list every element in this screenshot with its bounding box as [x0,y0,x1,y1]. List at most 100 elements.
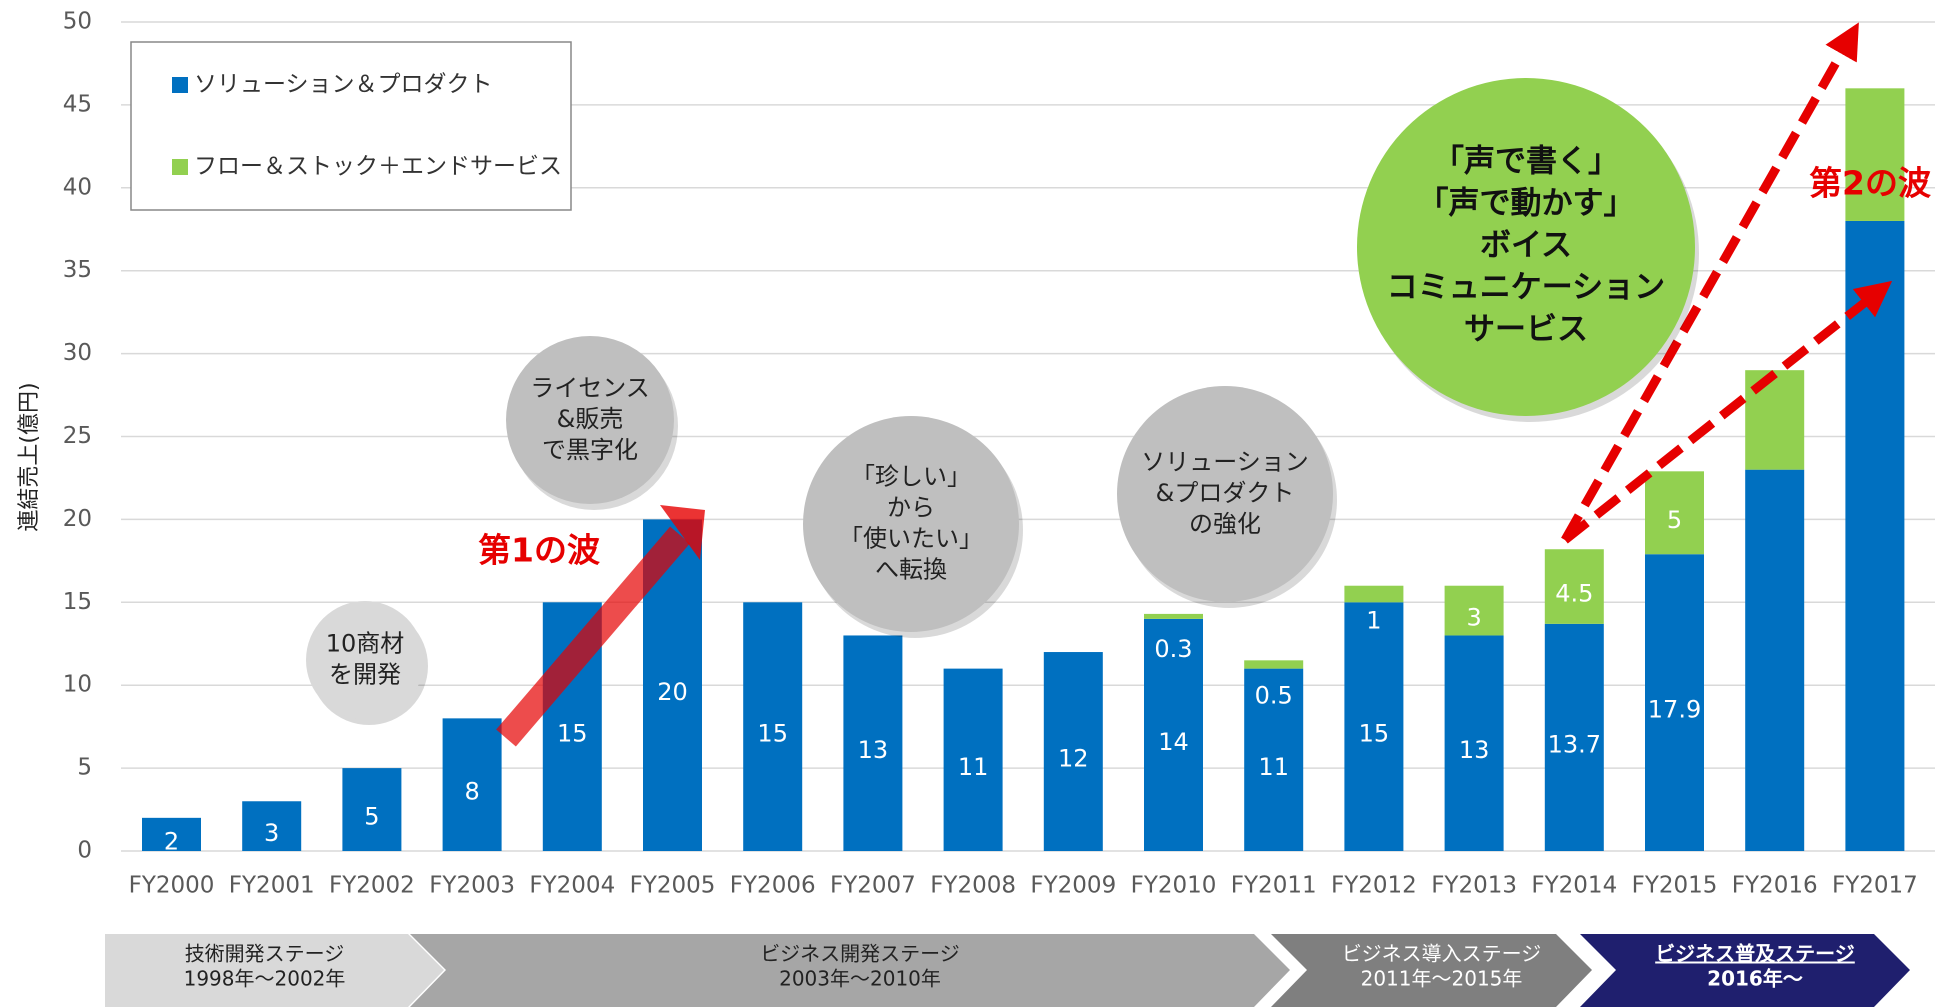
value-label: 13 [858,736,889,764]
value-label: 13 [1459,736,1490,764]
stage-chevron [1580,934,1910,1007]
bar-segment [442,718,502,851]
annotation-text: の強化 [1189,510,1261,538]
stage-period: 2016年～ [1707,967,1803,991]
annotation-text: コミュニケーション [1387,270,1665,306]
bar-segment [1645,554,1704,851]
bar-segment [1344,602,1404,851]
annotation-text: 「使いたい」 [839,525,983,553]
x-tick-label: FY2004 [529,873,615,899]
bar-segment [1645,471,1704,555]
y-tick-label: 30 [63,340,92,366]
annotation-text: &販売 [557,405,624,433]
wave1-arrow-head [660,505,705,560]
bar-segment [943,668,1003,851]
y-tick-label: 5 [77,755,92,781]
annotation-bubble [1357,78,1695,416]
annotation-text: &プロダクト [1156,479,1295,507]
y-tick-label: 20 [63,506,92,532]
stage-name: ビジネス導入ステージ [1342,942,1542,966]
annotation-text: ライセンス [530,374,650,402]
value-label: 15 [757,720,788,748]
annotation-bubble [803,416,1019,632]
y-tick-label: 50 [63,9,92,35]
y-tick-label: 25 [63,423,92,449]
value-label: 11 [1258,753,1289,781]
stage-chevron [105,934,444,1007]
bar-segment [1845,220,1905,851]
bar-segment [1745,469,1805,851]
y-tick-label: 35 [63,257,92,283]
value-label: 15 [557,720,588,748]
x-tick-label: FY2012 [1331,873,1417,899]
value-label: 11 [958,753,989,781]
value-label: 0.5 [1255,681,1293,709]
legend [130,41,572,211]
x-tick-label: FY2017 [1832,873,1918,899]
bar-segment [1444,585,1504,636]
bar-segment [1244,668,1304,851]
legend-label: ソリューション＆プロダクト [194,72,493,98]
y-axis-label: 連結売上(億円) [17,382,42,531]
stage-chevron [410,934,1290,1007]
x-tick-label: FY2005 [630,873,716,899]
x-tick-label: FY2010 [1131,873,1217,899]
bar-segment [1544,623,1604,851]
x-tick-label: FY2007 [830,873,916,899]
annotation-text: 「声で動かす」 [1418,186,1635,222]
y-tick-label: 10 [63,672,92,698]
value-label: 14 [1158,728,1189,756]
legend-swatch [172,77,188,93]
bar-segment [1845,88,1905,221]
bar-segment [1144,618,1203,851]
value-label: 4.5 [1555,580,1593,608]
value-label: 3 [1466,604,1481,632]
x-tick-label: FY2014 [1531,873,1617,899]
bar-segment [342,768,402,851]
bar-segment [242,801,302,851]
annotation-text: 「珍しい」 [851,463,971,491]
bar-segment [1244,660,1304,669]
y-tick-label: 40 [63,174,92,200]
annotation-bubble [1117,386,1333,602]
value-label: 2 [164,827,179,855]
x-tick-label: FY2000 [129,873,215,899]
legend-label: フロー＆ストック＋エンドサービス [194,154,562,180]
wave2-arrow [1562,280,1893,544]
bar-segment [843,635,903,851]
bar-segment [743,602,803,851]
annotation-bubble [506,336,674,504]
y-tick-label: 15 [63,589,92,615]
annotation-text: から [887,494,935,522]
x-tick-label: FY2006 [730,873,816,899]
stage-name: ビジネス普及ステージ [1655,942,1855,966]
value-label: 5 [1667,506,1682,534]
annotation-bubble [306,601,424,719]
stage-period: 1998年～2002年 [184,967,346,991]
value-label: 0.3 [1154,635,1192,663]
stage-name: 技術開発ステージ [185,942,345,966]
value-label: 3 [264,819,279,847]
value-label: 15 [1359,720,1390,748]
bar-segment [1144,613,1203,619]
stage-name: ビジネス開発ステージ [760,942,960,966]
value-label: 12 [1058,745,1089,773]
annotation-text: ボイス [1480,228,1572,264]
bar-segment [1444,635,1504,851]
x-tick-label: FY2015 [1632,873,1718,899]
x-tick-label: FY2011 [1231,873,1317,899]
annotation-text: 10商材 [326,630,405,658]
y-tick-label: 45 [63,91,92,117]
annotation-text: で黒字化 [542,436,638,464]
bar-segment [1544,549,1604,624]
bar-segment [1043,652,1103,851]
legend-swatch [172,159,188,175]
value-label: 20 [657,678,688,706]
annotation-text: を開発 [329,661,401,689]
wave2-arrow [1561,22,1859,543]
value-label: 13.7 [1548,730,1601,758]
wave-label: 第1の波 [478,531,600,570]
wave-label: 第2の波 [1809,164,1931,203]
x-tick-label: FY2008 [930,873,1016,899]
